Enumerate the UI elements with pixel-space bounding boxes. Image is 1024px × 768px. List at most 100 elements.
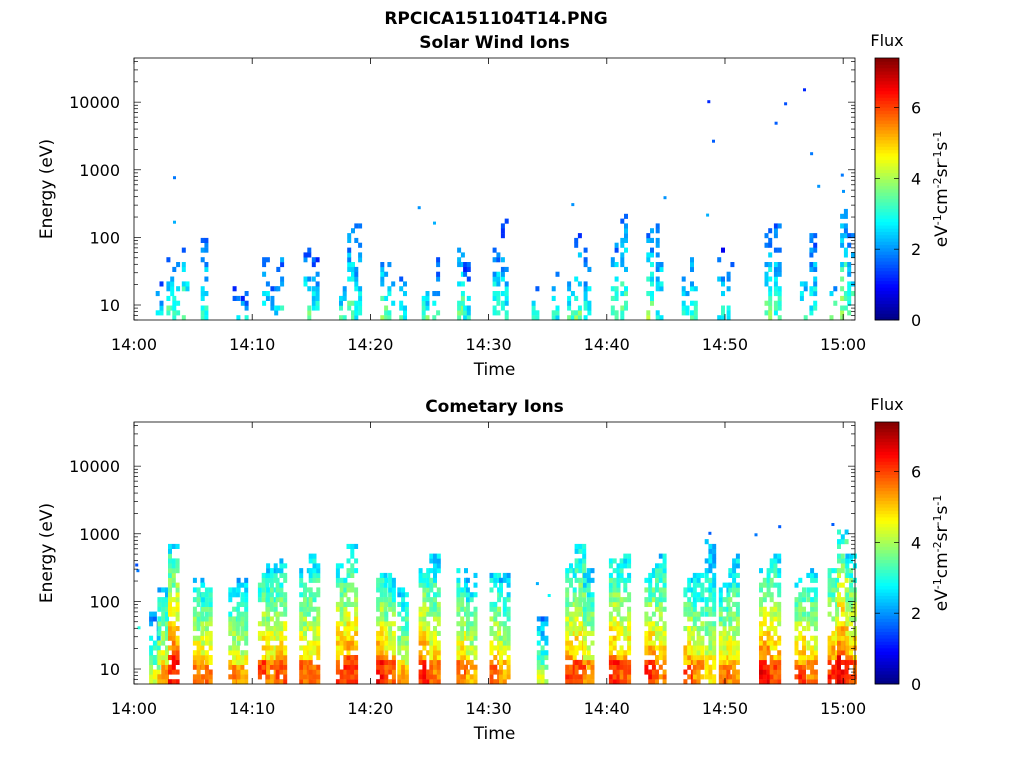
data-cell [200, 305, 205, 311]
data-cell [722, 597, 727, 603]
data-cell [397, 635, 402, 641]
data-cell [279, 597, 284, 603]
data-cell [827, 582, 832, 588]
data-cell [176, 262, 181, 268]
data-cell [312, 621, 317, 627]
data-cell [777, 271, 782, 277]
data-cell [773, 606, 778, 612]
data-cell [692, 650, 697, 656]
data-cell [391, 659, 396, 665]
data-cell [540, 650, 545, 656]
data-cell [849, 577, 854, 583]
data-cell [735, 592, 740, 598]
data-cell [496, 300, 501, 306]
data-cell [429, 655, 434, 661]
data-cell [307, 305, 312, 311]
data-cell [347, 252, 352, 258]
colorbar-step [875, 572, 899, 577]
data-cell [620, 305, 625, 311]
data-cell [578, 592, 583, 598]
data-cell [266, 572, 271, 578]
data-cell [582, 630, 587, 636]
data-cell [181, 286, 186, 292]
data-cell [460, 587, 465, 593]
data-cell [175, 616, 180, 622]
data-cell [279, 563, 284, 569]
data-cell [721, 247, 725, 253]
data-cell [658, 592, 663, 598]
data-cell [269, 655, 274, 661]
x-tick-label: 14:20 [347, 699, 393, 718]
data-cell [658, 674, 663, 680]
data-cell [849, 630, 854, 636]
data-cell [777, 315, 782, 321]
data-cell [280, 305, 285, 311]
data-cell [492, 295, 497, 301]
data-cell [696, 679, 701, 685]
data-cell [831, 655, 836, 661]
data-cell [840, 659, 845, 665]
data-cell [655, 582, 659, 588]
colorbar-step [875, 625, 899, 629]
colorbar-step [875, 175, 899, 180]
data-cell [506, 630, 511, 636]
data-cell [619, 674, 624, 680]
data-cell [768, 286, 773, 292]
data-cell [578, 587, 583, 593]
data-cell [266, 611, 271, 617]
data-cell [500, 271, 505, 277]
data-cell [837, 640, 841, 646]
data-cell [531, 310, 536, 316]
data-cell [275, 621, 280, 627]
colorbar-step [875, 467, 899, 472]
colorbar-step [875, 306, 899, 311]
x-tick-label: 14:00 [111, 335, 157, 354]
data-cell [728, 606, 733, 612]
data-cell [722, 616, 727, 622]
data-cell [404, 645, 409, 651]
data-cell [384, 669, 389, 675]
data-cell [350, 548, 355, 554]
data-cell [582, 669, 587, 675]
data-cell [806, 674, 811, 680]
data-cell [574, 626, 579, 632]
data-cell [627, 645, 632, 651]
data-cell [347, 237, 352, 243]
data-cell [397, 659, 402, 665]
data-cell [172, 295, 177, 301]
data-cell [436, 257, 441, 263]
data-cell [208, 587, 213, 593]
colorbar-step [875, 162, 899, 167]
data-cell [279, 640, 284, 646]
data-cell [379, 664, 384, 670]
data-cell [397, 679, 402, 685]
data-cell [687, 626, 692, 632]
data-cell [426, 640, 431, 646]
data-cell [614, 315, 619, 321]
data-cell [384, 630, 389, 636]
data-cell [236, 616, 241, 622]
data-cell [708, 655, 713, 661]
data-cell [351, 228, 355, 234]
data-cell [700, 572, 705, 578]
data-cell [802, 655, 806, 661]
data-cell [708, 635, 713, 641]
data-cell [608, 621, 613, 627]
data-cell [200, 611, 205, 617]
data-cell [627, 650, 632, 656]
data-cell [624, 223, 628, 229]
data-cell [712, 563, 717, 569]
data-cell [316, 563, 321, 569]
data-cell [499, 679, 503, 685]
data-cell [235, 650, 240, 656]
data-cell [269, 606, 274, 612]
data-cell [847, 281, 852, 287]
data-cell [457, 247, 462, 253]
data-cell [463, 310, 468, 316]
data-cell [171, 582, 176, 588]
data-cell [172, 300, 177, 306]
data-cell [769, 592, 774, 598]
data-cell [269, 572, 274, 578]
data-cell [773, 223, 778, 229]
